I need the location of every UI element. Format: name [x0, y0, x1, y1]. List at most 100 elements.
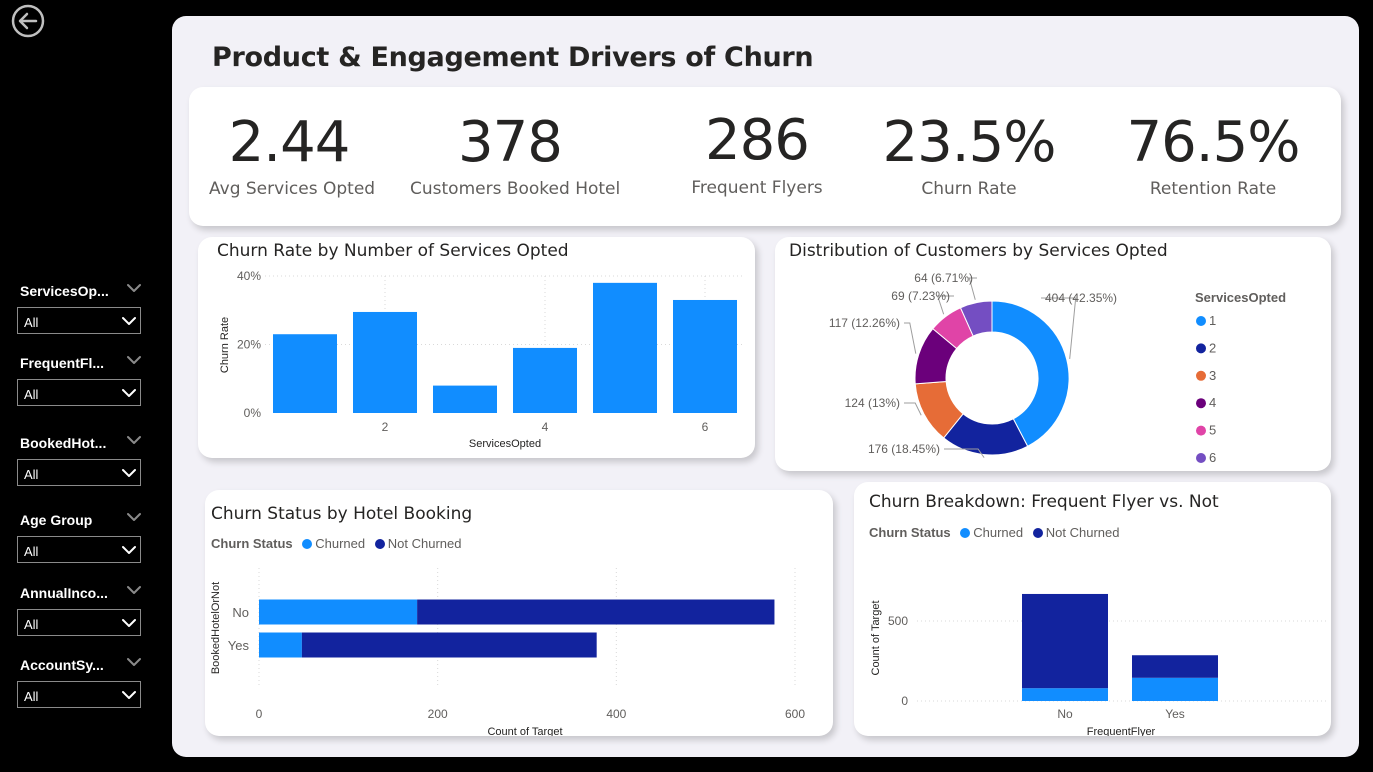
kpi-label: Avg Services Opted — [209, 179, 376, 199]
legend-dot[interactable] — [1196, 343, 1206, 354]
bar-segment[interactable] — [417, 599, 775, 625]
slicer-header[interactable]: AccountSy... — [17, 655, 143, 677]
bar[interactable] — [273, 334, 337, 413]
slicer-value: All — [24, 544, 39, 559]
legend-dot[interactable] — [1196, 453, 1206, 463]
y-tick-label: Yes — [228, 638, 250, 653]
slicer-title: BookedHot... — [20, 435, 107, 451]
y-axis-title: Churn Rate — [219, 317, 231, 373]
legend-dot — [960, 528, 971, 538]
bar-segment[interactable] — [1022, 688, 1108, 701]
frequent-flyer-card[interactable]: Churn Breakdown: Frequent Flyer vs. Not … — [854, 482, 1331, 736]
slicer: BookedHot... All — [17, 433, 143, 486]
slicer-dropdown[interactable]: All — [17, 459, 141, 486]
chart-title: Churn Rate by Number of Services Opted — [217, 241, 569, 261]
legend-dot — [1032, 528, 1043, 538]
donut-slice[interactable] — [959, 300, 993, 337]
slicer-value: All — [24, 617, 39, 632]
slicer-header[interactable]: FrequentFl... — [17, 353, 143, 375]
bar[interactable] — [673, 299, 737, 413]
slicer: AccountSy... All — [17, 655, 143, 708]
slicer-dropdown[interactable]: All — [17, 681, 141, 708]
x-tick-label: 200 — [428, 707, 448, 721]
chevron-down-icon — [127, 586, 141, 594]
slicer-dropdown[interactable]: All — [17, 536, 141, 563]
legend-item-not-churned[interactable]: Not Churned — [1032, 525, 1120, 540]
x-tick-label: 600 — [785, 707, 805, 721]
slicer-header[interactable]: ServicesOp... — [17, 281, 143, 303]
x-tick-label: 0 — [256, 707, 263, 721]
data-label: 404 (42.35%) — [1045, 291, 1117, 305]
chart-legend: Churn Status Churned Not Churned — [869, 525, 1125, 540]
chart-title: Distribution of Customers by Services Op… — [789, 241, 1168, 261]
slicer-header[interactable]: BookedHot... — [17, 433, 143, 455]
bar-segment[interactable] — [259, 632, 302, 658]
slicer-value: All — [24, 467, 39, 482]
bar-segment[interactable] — [301, 632, 597, 658]
legend-item-not-churned[interactable]: Not Churned — [374, 536, 461, 551]
chevron-down-icon — [127, 284, 141, 292]
slicer-value: All — [24, 689, 39, 704]
chevron-down-icon — [127, 356, 141, 364]
legend-dot[interactable] — [1196, 398, 1206, 409]
data-label: 64 (6.71%) — [914, 271, 973, 285]
leader-line — [944, 448, 985, 458]
y-axis-title: Count of Target — [870, 600, 882, 675]
churn-by-services-card[interactable]: Churn Rate by Number of Services Opted 0… — [198, 237, 755, 458]
slicer-dropdown[interactable]: All — [17, 307, 141, 334]
x-tick-label: Yes — [1165, 707, 1185, 721]
chevron-down-icon — [122, 691, 136, 699]
leader-line — [904, 402, 922, 416]
legend-dot[interactable] — [1196, 425, 1206, 436]
bar[interactable] — [433, 385, 497, 413]
bar[interactable] — [513, 347, 577, 413]
legend-label: Churned — [315, 536, 366, 551]
hotel-booking-card[interactable]: Churn Status by Hotel Booking Churn Stat… — [205, 490, 833, 736]
legend-dot[interactable] — [1196, 316, 1206, 326]
slicer-dropdown[interactable]: All — [17, 609, 141, 636]
slicer: Age Group All — [17, 510, 143, 563]
chevron-down-icon — [127, 658, 141, 666]
slicer-title: AccountSy... — [20, 657, 104, 673]
services-distribution-card[interactable]: Distribution of Customers by Services Op… — [775, 237, 1331, 471]
legend-label: 2 — [1209, 340, 1216, 355]
bar[interactable] — [353, 311, 417, 413]
legend-label: Not Churned — [1045, 525, 1120, 540]
slicer-title: FrequentFl... — [20, 355, 104, 371]
chevron-down-icon — [127, 436, 141, 444]
kpi-label: Frequent Flyers — [691, 178, 823, 198]
bar[interactable] — [593, 282, 657, 413]
x-axis-title: Count of Target — [487, 726, 562, 736]
bar-segment[interactable] — [1022, 593, 1108, 689]
kpi-label: Retention Rate — [1149, 179, 1277, 199]
kpi-value: 378 — [458, 110, 563, 175]
legend-title: Churn Status — [211, 536, 293, 551]
legend-label: 6 — [1209, 450, 1216, 465]
data-label: 117 (12.26%) — [829, 316, 900, 330]
bar-segment[interactable] — [259, 599, 418, 625]
chevron-down-icon — [122, 469, 136, 477]
slicer-dropdown[interactable]: All — [17, 379, 141, 406]
slicer-header[interactable]: AnnualInco... — [17, 583, 143, 605]
back-button[interactable] — [10, 3, 46, 39]
leader-line — [968, 277, 977, 300]
leader-line — [1041, 297, 1077, 360]
x-axis-title: ServicesOpted — [469, 438, 541, 450]
legend-title: ServicesOpted — [1195, 290, 1286, 305]
bar-segment[interactable] — [1132, 655, 1218, 678]
legend-item-churned[interactable]: Churned — [960, 525, 1023, 540]
chart-legend: Churn Status Churned Not Churned — [211, 536, 467, 551]
chart-title: Churn Status by Hotel Booking — [211, 504, 473, 524]
legend-label: 4 — [1209, 395, 1216, 410]
slicer-header[interactable]: Age Group — [17, 510, 143, 532]
data-label: 69 (7.23%) — [891, 289, 950, 303]
y-tick-label: 0% — [244, 406, 262, 420]
y-axis-title: BookedHotelOrNot — [210, 582, 222, 674]
donut-slice[interactable] — [991, 300, 1070, 447]
legend-dot[interactable] — [1196, 370, 1206, 381]
x-tick-label: 6 — [702, 420, 709, 434]
x-axis-title: FrequentFlyer — [1087, 726, 1156, 736]
bar-segment[interactable] — [1132, 677, 1218, 701]
legend-item-churned[interactable]: Churned — [302, 536, 365, 551]
kpi-card: 2.44 Avg Services Opted 378 Customers Bo… — [189, 87, 1341, 226]
